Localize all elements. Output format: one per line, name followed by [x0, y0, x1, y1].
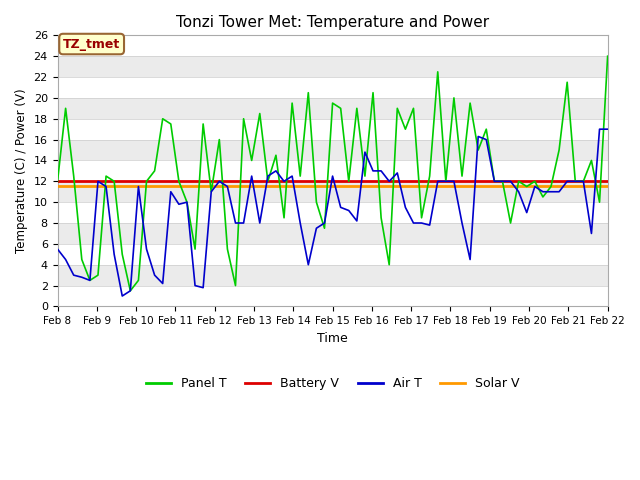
Panel T — [596, 199, 604, 205]
Line: Air T: Air T — [58, 129, 607, 296]
Solar V — [54, 183, 61, 189]
Panel T — [604, 53, 611, 59]
Air T — [588, 230, 595, 236]
Air T — [94, 179, 102, 184]
Panel T — [54, 179, 61, 184]
Bar — [58, 265, 607, 286]
Bar — [58, 98, 607, 119]
Solar V — [127, 183, 134, 189]
Battery V — [127, 179, 134, 184]
Panel T — [167, 121, 175, 127]
Solar V — [240, 183, 248, 189]
Air T — [151, 272, 159, 278]
Bar — [58, 14, 607, 36]
Air T — [167, 189, 175, 194]
Air T — [54, 246, 61, 252]
Legend: Panel T, Battery V, Air T, Solar V: Panel T, Battery V, Air T, Solar V — [141, 372, 525, 396]
Battery V — [369, 179, 377, 184]
Battery V — [604, 179, 611, 184]
Panel T — [248, 157, 255, 163]
Text: TZ_tmet: TZ_tmet — [63, 37, 120, 50]
Air T — [377, 168, 385, 174]
Line: Panel T: Panel T — [58, 56, 607, 291]
Battery V — [54, 179, 61, 184]
Bar — [58, 140, 607, 160]
Solar V — [159, 183, 166, 189]
Panel T — [240, 116, 248, 121]
Bar — [58, 181, 607, 202]
Panel T — [127, 288, 134, 294]
X-axis label: Time: Time — [317, 332, 348, 345]
Bar — [58, 56, 607, 77]
Battery V — [159, 179, 166, 184]
Solar V — [369, 183, 377, 189]
Solar V — [232, 183, 239, 189]
Title: Tonzi Tower Met: Temperature and Power: Tonzi Tower Met: Temperature and Power — [176, 15, 489, 30]
Y-axis label: Temperature (C) / Power (V): Temperature (C) / Power (V) — [15, 89, 28, 253]
Solar V — [94, 183, 102, 189]
Solar V — [604, 183, 611, 189]
Battery V — [94, 179, 102, 184]
Battery V — [240, 179, 248, 184]
Bar — [58, 223, 607, 244]
Battery V — [232, 179, 239, 184]
Air T — [596, 126, 604, 132]
Air T — [118, 293, 126, 299]
Panel T — [94, 272, 102, 278]
Air T — [604, 126, 611, 132]
Panel T — [377, 215, 385, 221]
Air T — [483, 137, 490, 143]
